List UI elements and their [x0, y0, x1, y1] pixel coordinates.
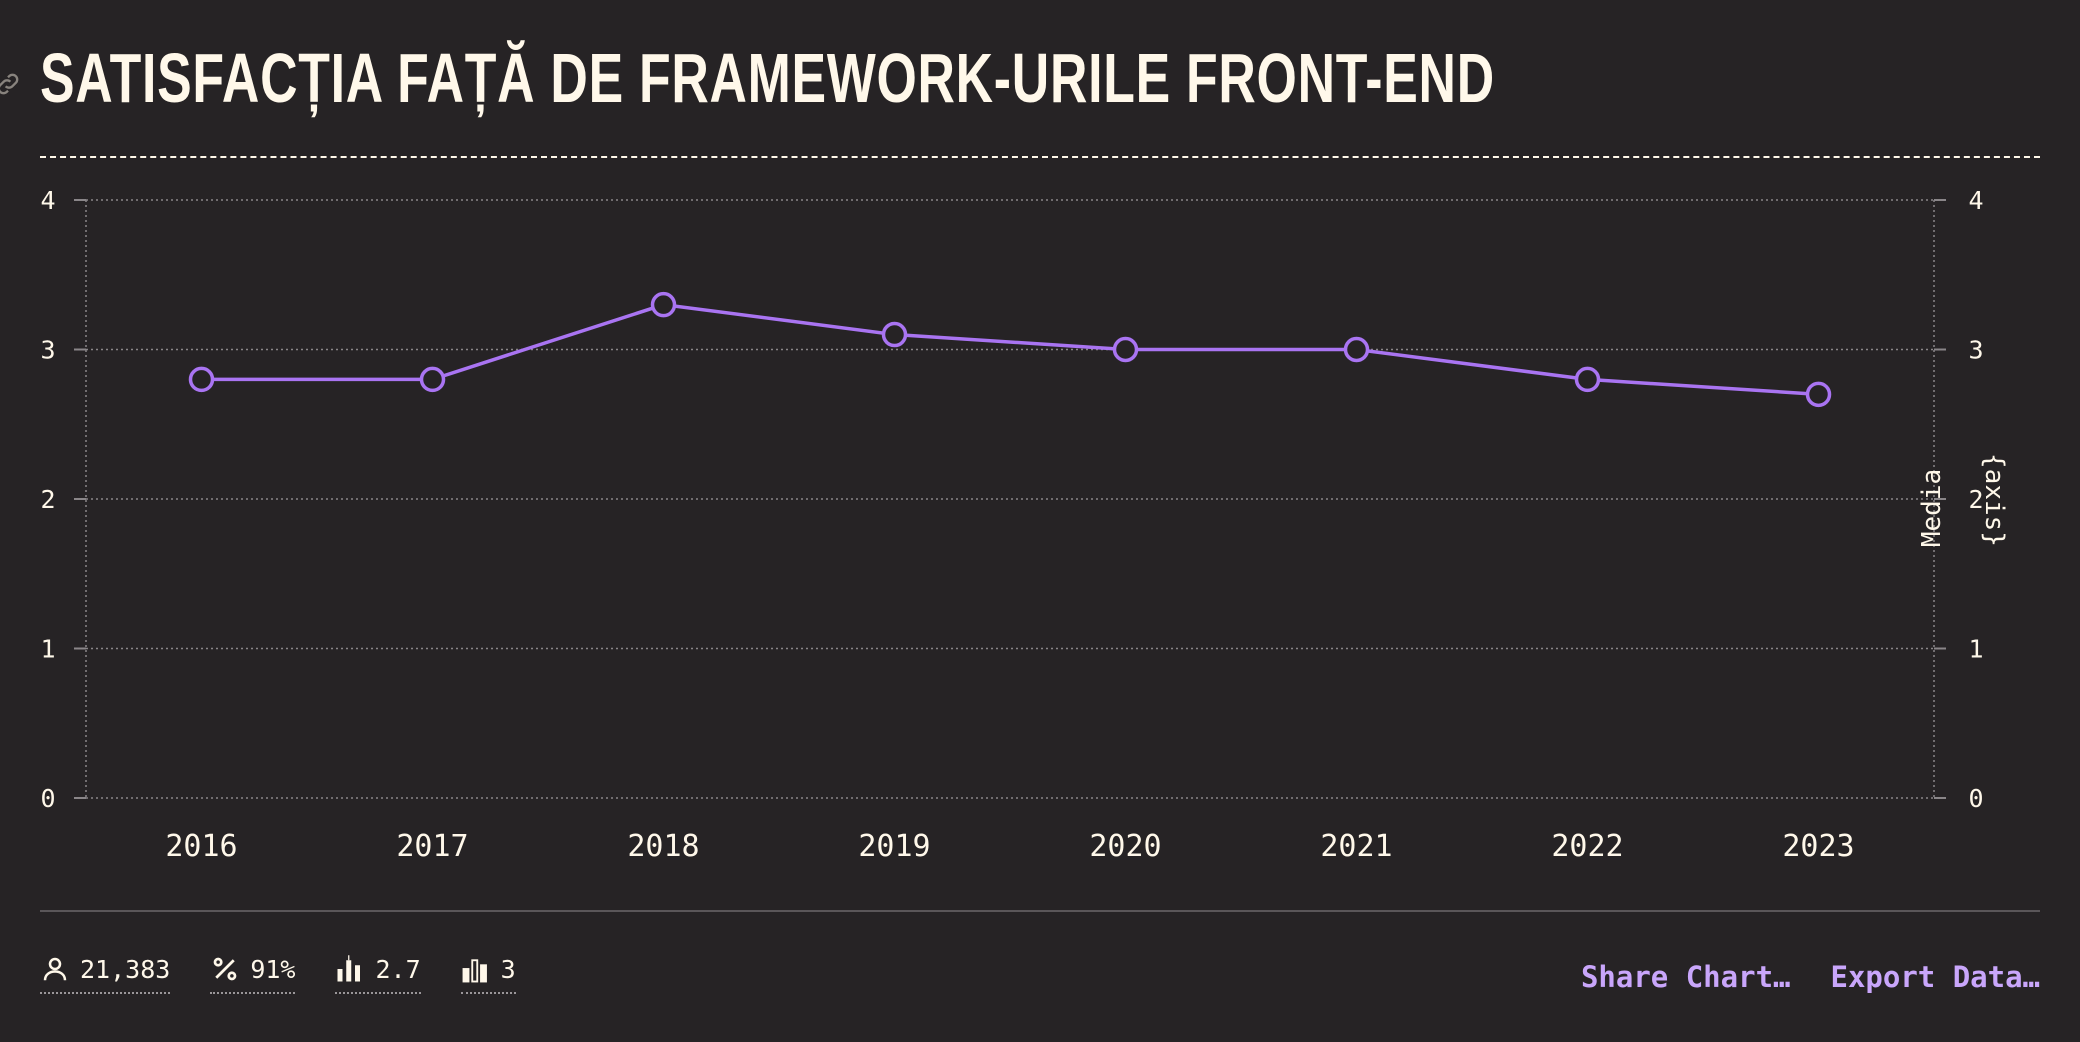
y2-axis-label: Media: [1917, 469, 1947, 547]
chart-actions: Share Chart… Export Data…: [1581, 960, 2040, 994]
data-point: [188, 366, 215, 393]
share-chart-button[interactable]: Share Chart…: [1580, 960, 1791, 994]
average-value: 2.7: [375, 954, 421, 984]
person-icon: [43, 957, 67, 981]
y-tick-label: 0: [40, 784, 55, 813]
stats-bar: 21,383 91% 2.7 3: [40, 954, 516, 994]
y2-tick-label: 2: [1968, 485, 1983, 514]
link-icon[interactable]: [0, 70, 22, 98]
average-stat[interactable]: 2.7: [335, 954, 421, 994]
y2-tick-label: 0: [1968, 784, 1983, 813]
data-point: [1805, 381, 1832, 408]
y-tick-label: 4: [40, 186, 55, 215]
x-tick-label: 2023: [1782, 829, 1854, 864]
x-tick-label: 2021: [1320, 829, 1392, 864]
y-tick-label: 2: [40, 485, 55, 514]
median-value: 3: [500, 954, 516, 984]
median-stat[interactable]: 3: [460, 954, 516, 994]
footer-divider: [40, 910, 2040, 912]
y2-tick-label: 1: [1968, 635, 1983, 664]
x-tick-label: 2019: [858, 829, 930, 864]
line-chart: 0 0 1 1 2 2 3 3 4 4 2016 2017 2018 2019 2020 2021 2022 20…: [40, 186, 2009, 864]
bar-average-icon: [337, 955, 361, 982]
percentage-stat[interactable]: 91%: [210, 954, 296, 994]
title-divider: [40, 156, 2040, 158]
y2-axis-label-extra: {axis}: [1979, 453, 2009, 547]
export-data-button[interactable]: Export Data…: [1830, 960, 2040, 994]
respondents-value: 21,383: [80, 954, 171, 984]
series-line: [201, 302, 1819, 397]
data-point: [650, 291, 677, 318]
y2-tick-label: 4: [1968, 186, 1983, 215]
y-tick-label: 3: [40, 336, 55, 365]
page-title: SATISFACȚIA FAȚĂ DE FRAMEWORK-URILE FRON…: [40, 39, 1495, 117]
respondents-stat[interactable]: 21,383: [40, 954, 171, 994]
x-tick-label: 2018: [627, 829, 699, 864]
data-point: [1112, 336, 1139, 363]
bar-median-icon: [462, 959, 487, 983]
x-tick-label: 2022: [1551, 829, 1623, 864]
y2-tick-label: 3: [1968, 336, 1983, 365]
percentage-value: 91%: [250, 954, 296, 984]
percent-icon: [213, 957, 237, 981]
x-tick-label: 2020: [1089, 829, 1161, 864]
data-point: [881, 321, 908, 348]
data-point: [1574, 366, 1601, 393]
data-point: [1343, 336, 1370, 363]
x-tick-label: 2017: [396, 829, 468, 864]
y-tick-label: 1: [40, 635, 55, 664]
data-point: [419, 366, 446, 393]
x-tick-label: 2016: [165, 829, 237, 864]
